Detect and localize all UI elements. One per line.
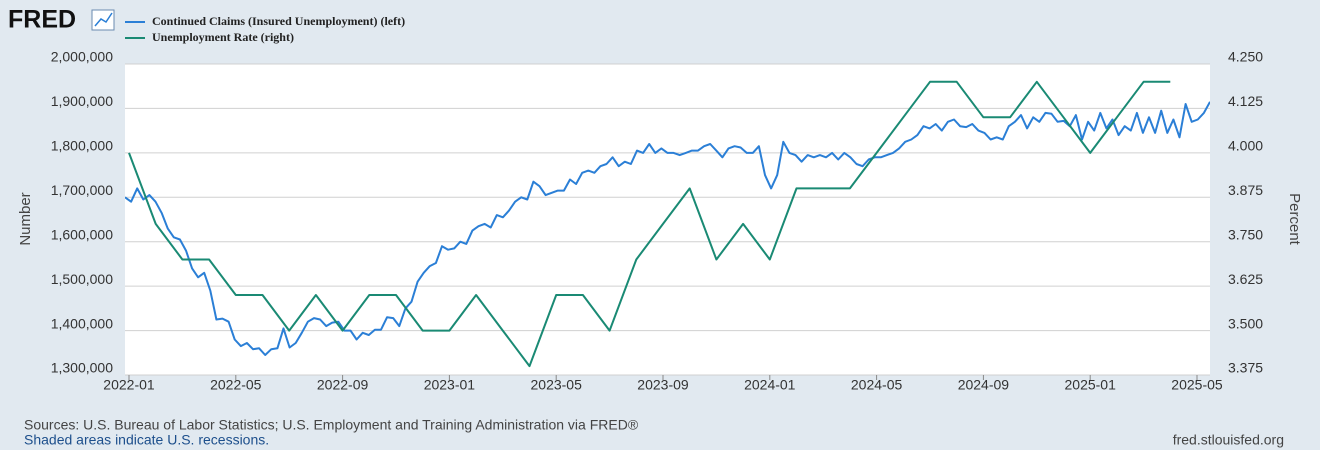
footer-sources: Sources: U.S. Bureau of Labor Statistics… (24, 417, 639, 433)
y2-tick-label: 4.000 (1228, 138, 1263, 154)
y-tick-label: 1,400,000 (51, 315, 113, 331)
y2-tick-label: 4.250 (1228, 49, 1263, 65)
y2-tick-label: 3.750 (1228, 226, 1263, 242)
x-tick-label: 2023-09 (637, 377, 689, 393)
y-tick-label: 1,900,000 (51, 93, 113, 109)
y-tick-label: 1,800,000 (51, 138, 113, 154)
x-tick-label: 2024-09 (958, 377, 1010, 393)
x-tick-label: 2025-05 (1171, 377, 1223, 393)
footer-note: Shaded areas indicate U.S. recessions. (24, 432, 269, 448)
series-line (125, 101, 1210, 356)
x-tick-label: 2024-01 (744, 377, 796, 393)
y-tick-label: 1,500,000 (51, 271, 113, 287)
x-tick-label: 2022-05 (210, 377, 262, 393)
x-tick-label: 2022-01 (103, 377, 155, 393)
y2-tick-label: 3.500 (1228, 315, 1263, 331)
series-line (128, 80, 1171, 368)
y2-tick-label: 4.125 (1228, 93, 1263, 109)
y-axis-label: Number (17, 192, 34, 245)
legend-label: Unemployment Rate (right) (152, 30, 294, 44)
y2-tick-label: 3.875 (1228, 182, 1263, 198)
x-tick-label: 2025-01 (1065, 377, 1117, 393)
y2-tick-label: 3.375 (1228, 360, 1263, 376)
logo: FRED (8, 6, 76, 34)
legend-label: Continued Claims (Insured Unemployment) … (152, 14, 405, 28)
x-tick-label: 2023-01 (424, 377, 476, 393)
y-tick-label: 1,300,000 (51, 360, 113, 376)
y-tick-label: 1,600,000 (51, 226, 113, 242)
logo-icon-line (94, 12, 113, 27)
x-tick-label: 2022-09 (317, 377, 369, 393)
footer-site: fred.stlouisfed.org (1173, 432, 1284, 448)
y-tick-label: 1,700,000 (51, 182, 113, 198)
x-tick-label: 2024-05 (851, 377, 903, 393)
y-tick-label: 2,000,000 (51, 49, 113, 65)
y2-axis-label: Percent (1286, 193, 1303, 246)
y2-tick-label: 3.625 (1228, 271, 1263, 287)
x-tick-label: 2023-05 (531, 377, 583, 393)
